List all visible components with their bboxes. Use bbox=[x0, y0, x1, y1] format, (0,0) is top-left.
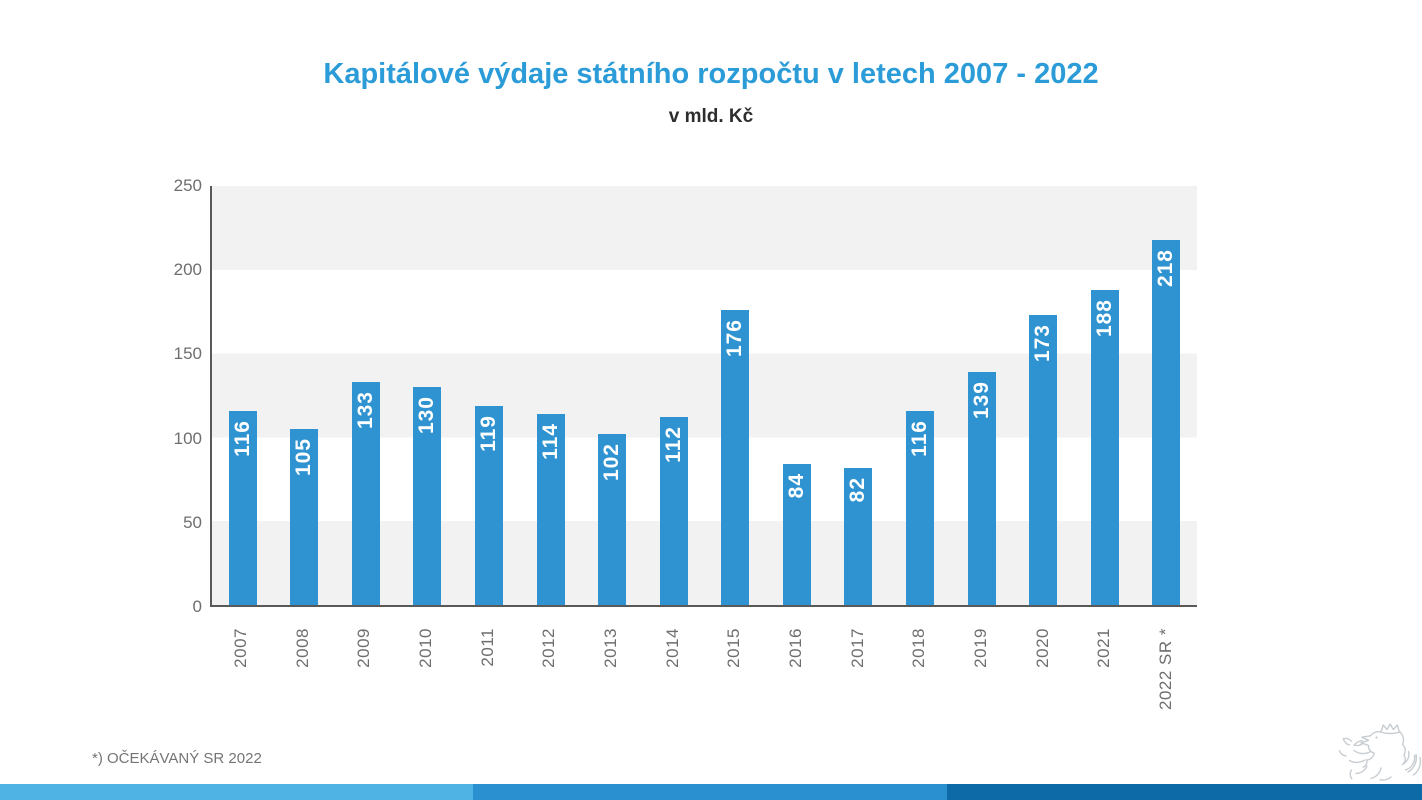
bar: 105 bbox=[290, 429, 319, 605]
bar: 114 bbox=[536, 413, 565, 605]
bar-value-label: 119 bbox=[477, 414, 501, 452]
bar-slot: 173 bbox=[1012, 186, 1074, 605]
bar: 173 bbox=[1029, 315, 1058, 605]
page-subtitle: v mld. Kč bbox=[668, 106, 754, 127]
bar: 119 bbox=[475, 405, 504, 605]
bar-slot: 112 bbox=[643, 186, 705, 605]
x-axis-label-slot: 2017 bbox=[827, 628, 889, 710]
bar: 102 bbox=[598, 434, 627, 605]
x-axis-label-slot: 2021 bbox=[1074, 628, 1136, 710]
bar-slot: 130 bbox=[397, 186, 459, 605]
stripe-segment bbox=[473, 784, 947, 800]
stripe-segment bbox=[947, 784, 1422, 800]
bar-slot: 133 bbox=[335, 186, 397, 605]
stripe-segment bbox=[0, 784, 473, 800]
x-axis-label: 2015 bbox=[724, 628, 744, 668]
y-axis-label: 150 bbox=[173, 344, 202, 363]
x-axis-label: 2007 bbox=[230, 628, 250, 668]
bar-slot: 176 bbox=[705, 186, 767, 605]
bar-value-label: 116 bbox=[230, 419, 254, 457]
bar-slot: 116 bbox=[889, 186, 951, 605]
chart-plot: 116 105 133 130 119 114 102 112 176 84 82 116 139 173… bbox=[210, 186, 1197, 607]
x-axis-labels: 2007 2008 2009 2010 2011 2012 2013 2014 2015 2016… bbox=[210, 628, 1197, 710]
x-axis-label: 2010 bbox=[415, 628, 435, 668]
y-axis-label: 50 bbox=[183, 513, 202, 532]
bar: 176 bbox=[721, 310, 750, 605]
x-axis-label-slot: 2007 bbox=[210, 628, 272, 710]
bar-slot: 218 bbox=[1135, 186, 1197, 605]
footnote: *) OČEKÁVANÝ SR 2022 bbox=[92, 750, 262, 767]
y-axis-label: 200 bbox=[173, 260, 202, 279]
bar: 112 bbox=[659, 417, 688, 605]
x-axis-label: 2011 bbox=[477, 628, 497, 667]
x-axis-label: 2009 bbox=[354, 628, 374, 668]
bar-slot: 119 bbox=[458, 186, 520, 605]
bar: 84 bbox=[782, 464, 811, 605]
x-axis-label-slot: 2022 SR * bbox=[1135, 628, 1197, 710]
bar: 130 bbox=[413, 387, 442, 605]
bar-value-label: 84 bbox=[784, 473, 808, 499]
x-axis-label: 2018 bbox=[909, 628, 929, 668]
bar-value-label: 114 bbox=[538, 422, 562, 460]
bar: 82 bbox=[844, 467, 873, 605]
x-axis-label-slot: 2010 bbox=[395, 628, 457, 710]
bar: 139 bbox=[967, 372, 996, 605]
bar-slot: 188 bbox=[1074, 186, 1136, 605]
bottom-stripe bbox=[0, 784, 1422, 800]
bar-value-label: 102 bbox=[600, 443, 624, 482]
bar: 116 bbox=[228, 410, 257, 605]
x-axis-label: 2019 bbox=[971, 628, 991, 668]
bar-value-label: 112 bbox=[661, 426, 685, 464]
x-axis-label-slot: 2014 bbox=[642, 628, 704, 710]
x-axis-label-slot: 2018 bbox=[889, 628, 951, 710]
y-axis-label: 0 bbox=[192, 597, 202, 616]
bar-slot: 139 bbox=[951, 186, 1013, 605]
bar-value-label: 176 bbox=[723, 319, 747, 358]
bar: 218 bbox=[1152, 239, 1181, 605]
x-axis-label: 2012 bbox=[539, 628, 559, 668]
y-axis-label: 250 bbox=[173, 176, 202, 195]
x-axis-label: 2013 bbox=[600, 628, 620, 668]
bar-slot: 114 bbox=[520, 186, 582, 605]
bar: 116 bbox=[905, 410, 934, 605]
czech-lion-emblem-icon bbox=[1338, 723, 1422, 781]
bar-slot: 82 bbox=[828, 186, 890, 605]
x-axis-label-slot: 2016 bbox=[765, 628, 827, 710]
x-axis-label-slot: 2009 bbox=[333, 628, 395, 710]
x-axis-label: 2021 bbox=[1094, 628, 1114, 668]
bar-value-label: 133 bbox=[353, 391, 377, 430]
bar-slot: 84 bbox=[766, 186, 828, 605]
bar-value-label: 116 bbox=[907, 419, 931, 457]
x-axis-label-slot: 2013 bbox=[580, 628, 642, 710]
bar-slot: 105 bbox=[274, 186, 336, 605]
x-axis-label: 2016 bbox=[786, 628, 806, 668]
x-axis-label: 2022 SR * bbox=[1156, 628, 1176, 710]
x-axis-label: 2008 bbox=[292, 628, 312, 668]
y-axis-label: 100 bbox=[173, 429, 202, 448]
bar-value-label: 218 bbox=[1154, 248, 1178, 287]
x-axis-label-slot: 2012 bbox=[518, 628, 580, 710]
x-axis-label-slot: 2015 bbox=[704, 628, 766, 710]
bar-slot: 102 bbox=[581, 186, 643, 605]
bar: 188 bbox=[1090, 289, 1119, 605]
x-axis-label-slot: 2011 bbox=[457, 628, 519, 710]
bar-value-label: 105 bbox=[292, 438, 316, 477]
y-axis-labels: 250 200 150 100 50 0 bbox=[130, 176, 202, 616]
bar-value-label: 82 bbox=[846, 476, 870, 502]
bar-value-label: 139 bbox=[969, 381, 993, 420]
x-axis-label: 2020 bbox=[1032, 628, 1052, 668]
x-axis-label-slot: 2008 bbox=[272, 628, 334, 710]
bar-value-label: 130 bbox=[415, 396, 439, 435]
bar-value-label: 188 bbox=[1092, 298, 1116, 337]
bar-value-label: 173 bbox=[1031, 324, 1055, 363]
bar-slot: 116 bbox=[212, 186, 274, 605]
x-axis-label: 2017 bbox=[847, 628, 867, 668]
x-axis-label-slot: 2019 bbox=[950, 628, 1012, 710]
page-title: Kapitálové výdaje státního rozpočtu v le… bbox=[323, 58, 1099, 90]
x-axis-label-slot: 2020 bbox=[1012, 628, 1074, 710]
bar: 133 bbox=[351, 382, 380, 605]
x-axis-label: 2014 bbox=[662, 628, 682, 668]
